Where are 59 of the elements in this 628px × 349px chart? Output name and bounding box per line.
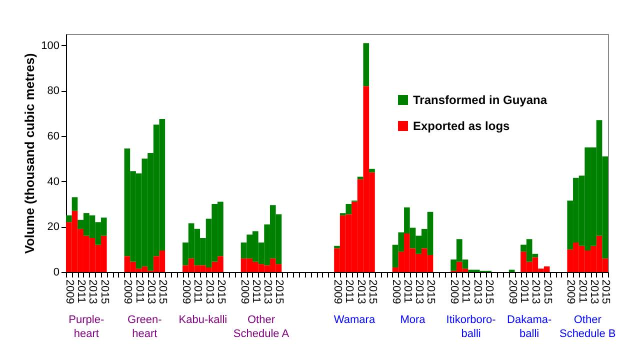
x-tick-label: 2009	[63, 280, 76, 304]
y-tick-label: 80	[47, 85, 60, 98]
x-tick-label: 2009	[180, 280, 192, 304]
x-tick-label: 2011	[401, 280, 414, 304]
text: Other Schedule A	[233, 314, 290, 340]
x-tick-label: 2015	[600, 280, 612, 304]
bar	[66, 215, 72, 222]
x-tick-label: 2013	[145, 280, 158, 304]
text: Kabu-kalli	[178, 314, 228, 326]
legend-label: Exported as logs	[413, 119, 510, 133]
text: Other Schedule B	[559, 314, 616, 340]
x-tick-label: 2015	[366, 280, 378, 304]
x-tick-label: 2009	[390, 280, 402, 304]
x-tick-label: 2013	[354, 280, 367, 304]
bar	[363, 43, 370, 86]
y-tick-label: 0	[53, 266, 60, 278]
x-tick-label: 2013	[203, 280, 216, 304]
x-tick-label: 2009	[448, 280, 460, 304]
x-tick-label: 2013	[413, 280, 426, 304]
x-tick-label: 2013	[530, 280, 542, 304]
x-tick-label: 2013	[262, 280, 274, 304]
text: Purple- heart	[68, 314, 104, 340]
x-tick-label: 2013	[588, 280, 600, 304]
y-tick-label: 100	[41, 40, 60, 52]
y-tick-label: 20	[47, 221, 60, 234]
x-tick-label: 2011	[343, 280, 356, 304]
x-tick-label: 2009	[506, 280, 518, 304]
x-tick-label: 2013	[86, 280, 99, 304]
y-tick-label: 40	[47, 176, 60, 188]
bar	[334, 246, 340, 248]
x-tick-label: 2011	[460, 280, 472, 304]
x-tick-label: 2011	[250, 280, 262, 304]
text: Dakama- balli	[507, 314, 552, 340]
x-tick-label: 2015	[424, 280, 437, 304]
legend-label: Transformed in Guyana	[413, 93, 548, 107]
x-tick-label: 2009	[332, 280, 344, 304]
text: Wamara	[334, 314, 376, 326]
text: Itikorboro- balli	[446, 314, 496, 340]
x-tick-label: 2015	[214, 280, 227, 304]
x-tick-label: 2009	[122, 280, 134, 304]
bar	[72, 197, 78, 211]
x-tick-label: 2011	[75, 280, 88, 304]
x-tick-label: 2015	[483, 280, 496, 304]
x-tick-label: 2011	[133, 280, 146, 304]
x-tick-label: 2009	[564, 280, 577, 304]
x-tick-label: 2011	[518, 280, 530, 304]
x-tick-label: 2013	[471, 280, 484, 304]
x-tick-label: 2015	[541, 280, 554, 304]
x-tick-label: 2011	[576, 280, 588, 304]
x-tick-label: 2015	[273, 280, 286, 304]
text: Mora	[400, 314, 426, 326]
x-tick-label: 2015	[98, 280, 110, 304]
x-tick-label: 2011	[192, 280, 204, 304]
x-tick-label: 2015	[156, 280, 169, 304]
bar	[369, 168, 375, 172]
y-axis-title: Volume (thousand cubic metres)	[22, 53, 38, 254]
x-tick-label: 2009	[238, 280, 250, 304]
text: Green- heart	[128, 314, 162, 340]
y-tick-label: 60	[47, 130, 60, 142]
